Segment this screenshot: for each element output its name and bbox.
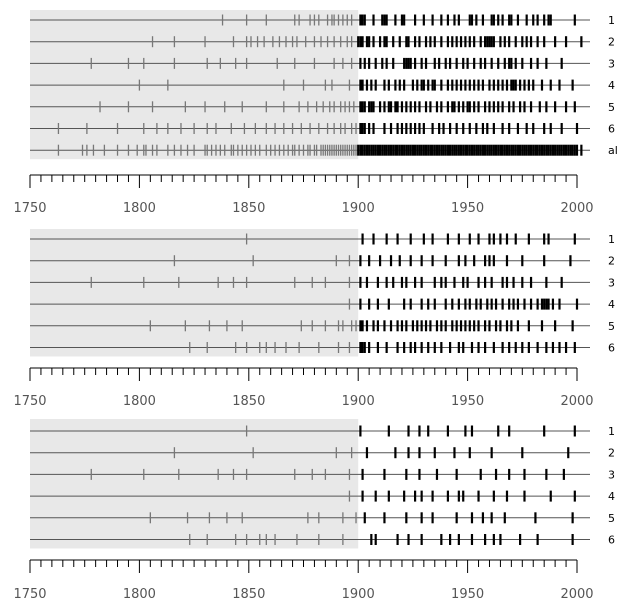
row-label: 2 — [608, 36, 615, 49]
row-6: 6 — [30, 534, 615, 547]
row-label: all — [608, 144, 618, 157]
row-label: 1 — [608, 14, 615, 27]
tick-label: 1950 — [451, 587, 484, 602]
tick-label: 2000 — [560, 201, 593, 216]
row-6: 6 — [30, 342, 615, 355]
shaded-range — [30, 419, 359, 549]
row-2: 2 — [30, 255, 615, 268]
tick-label: 1750 — [13, 587, 46, 602]
row-label: 4 — [608, 490, 615, 503]
tick-label: 1850 — [232, 394, 265, 409]
row-label: 6 — [608, 342, 615, 355]
tick-label: 1900 — [342, 394, 375, 409]
row-3: 3 — [30, 468, 615, 481]
row-label: 5 — [608, 320, 615, 333]
tick-label: 1900 — [342, 587, 375, 602]
x-axis: 1750 1800 1850 1900 1950 2000 — [13, 367, 594, 409]
row-1: 1 — [30, 425, 615, 438]
tick-label: 1950 — [451, 394, 484, 409]
row-label: 4 — [608, 79, 615, 92]
row-1: 1 — [30, 14, 615, 27]
row-label: 5 — [608, 101, 615, 114]
row-label: 4 — [608, 298, 615, 311]
row-4: 4 — [30, 490, 615, 503]
panel-1: 1 2 3 4 5 6 all 1750 1800 1850 1900 1950 2000 — [13, 10, 618, 216]
row-label: 6 — [608, 534, 615, 547]
row-5: 5 — [30, 512, 615, 525]
row-2: 2 — [30, 447, 615, 460]
row-6: 6 — [30, 123, 615, 136]
tick-label: 1750 — [13, 394, 46, 409]
row-2: 2 — [30, 36, 615, 49]
shaded-range — [30, 229, 359, 357]
row-label: 3 — [608, 57, 615, 70]
row-label: 1 — [608, 233, 615, 246]
row-label: 1 — [608, 425, 615, 438]
tick-label: 2000 — [560, 587, 593, 602]
tick-label: 1850 — [232, 587, 265, 602]
tick-label: 1800 — [123, 394, 156, 409]
row-4: 4 — [30, 79, 615, 92]
row-1: 1 — [30, 233, 615, 246]
row-label: 5 — [608, 512, 615, 525]
panel-3: 1 2 3 4 5 6 1750 1800 1850 1900 1950 2000 — [13, 419, 615, 602]
row-label: 3 — [608, 276, 615, 289]
row-all: all — [30, 144, 618, 157]
row-3: 3 — [30, 276, 615, 289]
row-label: 2 — [608, 447, 615, 460]
row-label: 3 — [608, 468, 615, 481]
row-label: 2 — [608, 255, 615, 268]
row-5: 5 — [30, 320, 615, 333]
row-3: 3 — [30, 57, 615, 70]
tick-label: 1900 — [342, 201, 375, 216]
tick-label: 2000 — [560, 394, 593, 409]
row-4: 4 — [30, 298, 615, 311]
panel-2: 1 2 3 4 5 6 1750 1800 1850 1900 1950 2000 — [13, 229, 615, 409]
tick-label: 1850 — [232, 201, 265, 216]
x-axis: 1750 1800 1850 1900 1950 2000 — [13, 174, 594, 216]
row-5: 5 — [30, 101, 615, 114]
tick-label: 1750 — [13, 201, 46, 216]
tick-label: 1800 — [123, 587, 156, 602]
tick-label: 1800 — [123, 201, 156, 216]
x-axis: 1750 1800 1850 1900 1950 2000 — [13, 559, 594, 602]
tick-label: 1950 — [451, 201, 484, 216]
row-label: 6 — [608, 123, 615, 136]
